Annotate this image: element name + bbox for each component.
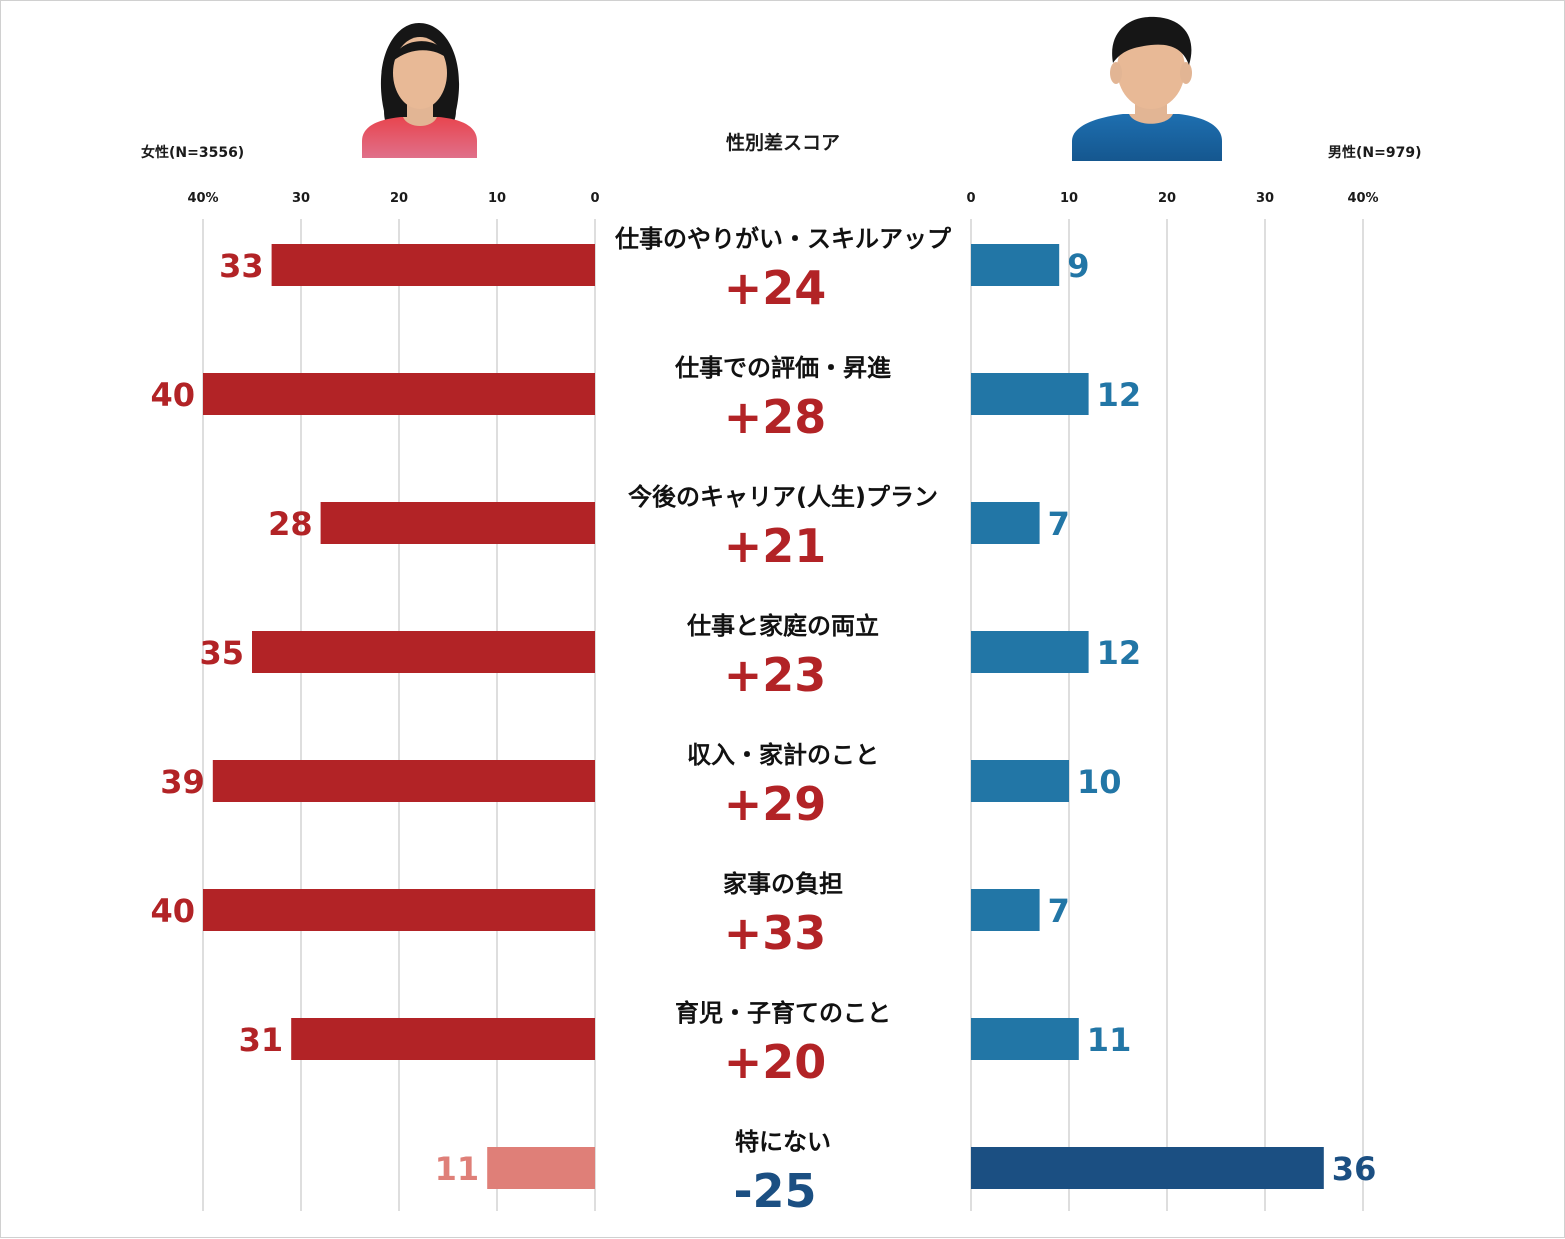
left-axis-ticks: 40% 30 20 10 0 xyxy=(187,191,599,206)
gender-gap-score: +23 xyxy=(724,648,827,702)
category-label: 家事の負担 xyxy=(723,870,843,898)
man-avatar-icon xyxy=(1072,16,1222,161)
female-bar xyxy=(252,631,595,673)
male-value-label: 12 xyxy=(1097,634,1142,672)
tick-label: 20 xyxy=(390,191,408,206)
category-label: 仕事での評価・昇進 xyxy=(674,354,891,382)
tick-label: 30 xyxy=(292,191,310,206)
male-bar xyxy=(971,373,1089,415)
male-value-label: 7 xyxy=(1048,505,1070,543)
female-value-label: 31 xyxy=(239,1021,284,1059)
male-bar xyxy=(971,631,1089,673)
tick-label: 30 xyxy=(1256,191,1274,206)
male-header: 男性(N=979) xyxy=(1328,144,1421,161)
female-value-label: 11 xyxy=(435,1150,480,1188)
female-bar xyxy=(271,244,595,286)
gender-gap-score: +28 xyxy=(724,390,827,444)
female-value-label: 40 xyxy=(150,376,195,414)
woman-avatar-icon xyxy=(362,23,477,158)
female-bar xyxy=(320,502,595,544)
male-bar xyxy=(971,760,1069,802)
tick-label: 0 xyxy=(590,191,599,206)
right-gridlines xyxy=(970,219,1364,1211)
female-bar xyxy=(291,1018,595,1060)
gender-gap-score: +33 xyxy=(724,906,827,960)
gender-gap-score: +20 xyxy=(724,1035,827,1089)
category-labels: 仕事のやりがい・スキルアップ +24 仕事での評価・昇進 +28 今後のキャリア(人生)… xyxy=(614,225,952,1218)
tick-label: 20 xyxy=(1158,191,1176,206)
female-bar xyxy=(487,1147,595,1189)
male-value-label: 12 xyxy=(1097,376,1142,414)
male-bar xyxy=(971,889,1040,931)
female-value-label: 35 xyxy=(199,634,244,672)
category-label: 仕事のやりがい・スキルアップ xyxy=(614,225,952,253)
tick-label: 40% xyxy=(187,191,218,206)
female-bar xyxy=(203,373,595,415)
female-value-label: 40 xyxy=(150,892,195,930)
male-value-label: 9 xyxy=(1067,247,1089,285)
tick-label: 10 xyxy=(1060,191,1078,206)
female-bar xyxy=(203,889,595,931)
gender-gap-score: +29 xyxy=(724,777,827,831)
right-axis-ticks: 0 10 20 30 40% xyxy=(966,191,1378,206)
male-bar xyxy=(971,244,1060,286)
female-value-label: 33 xyxy=(219,247,264,285)
category-label: 育児・子育てのこと xyxy=(675,999,891,1027)
category-label: 仕事と家庭の両立 xyxy=(686,612,879,640)
female-bar xyxy=(212,760,596,802)
chart-title: 性別差スコア xyxy=(726,131,840,154)
female-value-label: 39 xyxy=(160,763,205,801)
category-label: 今後のキャリア(人生)プラン xyxy=(628,483,938,511)
left-gridlines xyxy=(202,219,596,1211)
female-value-label: 28 xyxy=(268,505,313,543)
tick-label: 40% xyxy=(1347,191,1378,206)
male-value-label: 10 xyxy=(1077,763,1122,801)
tick-label: 0 xyxy=(966,191,975,206)
male-bar xyxy=(971,502,1040,544)
gender-gap-score: +21 xyxy=(724,519,827,573)
male-value-label: 11 xyxy=(1087,1021,1132,1059)
female-header: 女性(N=3556) xyxy=(141,144,244,161)
male-value-label: 36 xyxy=(1332,1150,1377,1188)
male-value-label: 7 xyxy=(1048,892,1070,930)
female-series: 33 40 28 35 39 40 31 11 xyxy=(150,244,596,1189)
gender-gap-score: -25 xyxy=(733,1164,816,1218)
gender-gap-score: +24 xyxy=(724,261,827,315)
male-series: 9 12 7 12 10 7 11 36 xyxy=(971,244,1376,1189)
category-label: 特にない xyxy=(735,1128,831,1156)
male-bar xyxy=(971,1018,1079,1060)
male-bar xyxy=(971,1147,1324,1189)
tick-label: 10 xyxy=(488,191,506,206)
category-label: 収入・家計のこと xyxy=(687,741,879,769)
